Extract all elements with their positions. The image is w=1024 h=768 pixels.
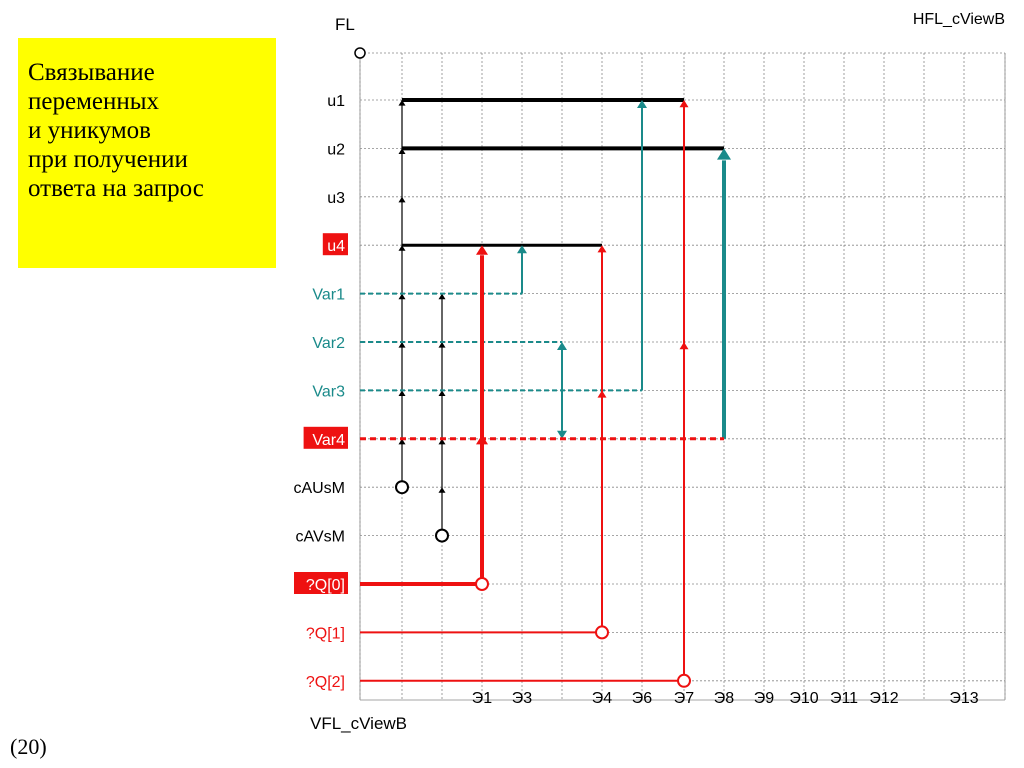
black-arrow-head	[398, 196, 406, 203]
column-label: Э4	[592, 690, 613, 707]
q1-node	[595, 625, 609, 640]
column-label: Э7	[674, 690, 695, 707]
black-arrow-head	[398, 100, 406, 106]
row-label: cAUsM	[293, 480, 345, 497]
teal-arrow-head	[637, 100, 647, 108]
black-arrow-head	[398, 148, 406, 154]
red-arrow-head	[597, 390, 607, 398]
row-label-highlight	[294, 572, 348, 594]
column-label: Э1	[472, 690, 493, 707]
black-arrow-head	[398, 438, 406, 445]
q0-node	[475, 577, 489, 591]
red-arrow-head	[476, 434, 488, 445]
column-label: Э12	[869, 690, 898, 707]
teal-arrow-head-down	[557, 430, 567, 439]
top-right-label: HFL_cViewB	[913, 11, 1005, 28]
note-line-4: при получении	[28, 146, 188, 173]
note-line-3: и уникумов	[28, 117, 151, 144]
top-label: FL	[335, 15, 355, 34]
note-line-2: переменных	[28, 88, 160, 115]
black-arrow-head	[398, 245, 406, 251]
note-line-1: Связывание	[28, 59, 155, 86]
row-label-highlight	[303, 426, 348, 449]
row-label: u3	[327, 190, 345, 207]
column-label: Э6	[632, 690, 653, 707]
bottom-label: VFL_cViewB	[310, 714, 407, 733]
row-label: ?Q[0]	[306, 577, 345, 594]
row-label: Var2	[312, 335, 345, 352]
row-labels: u1 u2 u3 u4 Var1 Var2 Var3 Var4 cAUsM cAVsM ?Q[0]?…	[293, 93, 348, 691]
row-label: ?Q[2]	[306, 674, 345, 691]
black-arrow-head	[398, 390, 406, 396]
note-line-5: ответа на запрос	[28, 175, 204, 202]
black-arrow-head	[398, 293, 406, 300]
row-label: Var1	[312, 287, 345, 304]
column-label: Э11	[830, 690, 858, 707]
black-arrow-head	[438, 487, 446, 493]
fl-origin-circle	[354, 47, 366, 59]
red-arrow-head	[597, 245, 607, 253]
q2-node	[677, 673, 691, 688]
row-label: u2	[327, 141, 345, 158]
column-label: Э9	[754, 690, 775, 707]
note-box: Связывание переменных и уникумов при пол…	[18, 38, 276, 268]
column-label: Э10	[789, 690, 818, 707]
black-arrow-head	[438, 390, 446, 396]
black-arrow-head	[438, 293, 446, 300]
grid	[354, 47, 1006, 701]
column-label: Э8	[714, 690, 735, 707]
red-arrow-head	[679, 342, 689, 350]
row-label: u4	[327, 238, 345, 255]
teal-arrow-head	[517, 245, 527, 254]
black-arrow-head	[398, 342, 406, 348]
connections	[360, 98, 731, 688]
row-label: Var4	[312, 432, 345, 449]
teal-arrow-head	[717, 148, 731, 160]
row-label: ?Q[1]	[306, 625, 345, 642]
column-label: Э3	[512, 690, 533, 707]
red-arrow-head	[476, 245, 488, 255]
row-label: Var3	[312, 383, 345, 400]
row-label: cAVsM	[296, 529, 345, 546]
black-arrow-head	[438, 438, 446, 445]
row-label: u1	[327, 93, 345, 110]
teal-arrow-head	[557, 342, 567, 350]
row-label-highlight	[322, 233, 348, 256]
column-labels: Э1 Э3 Э4 Э6 Э7 Э8 Э9 Э10 Э11 Э12 Э13	[472, 690, 979, 707]
cAVsM-origin	[435, 528, 449, 543]
black-arrow-head	[438, 342, 446, 348]
red-arrow-head	[679, 100, 689, 108]
column-label: Э13	[949, 690, 978, 707]
caption: (20)	[10, 734, 47, 759]
cAUsM-origin	[395, 480, 409, 495]
